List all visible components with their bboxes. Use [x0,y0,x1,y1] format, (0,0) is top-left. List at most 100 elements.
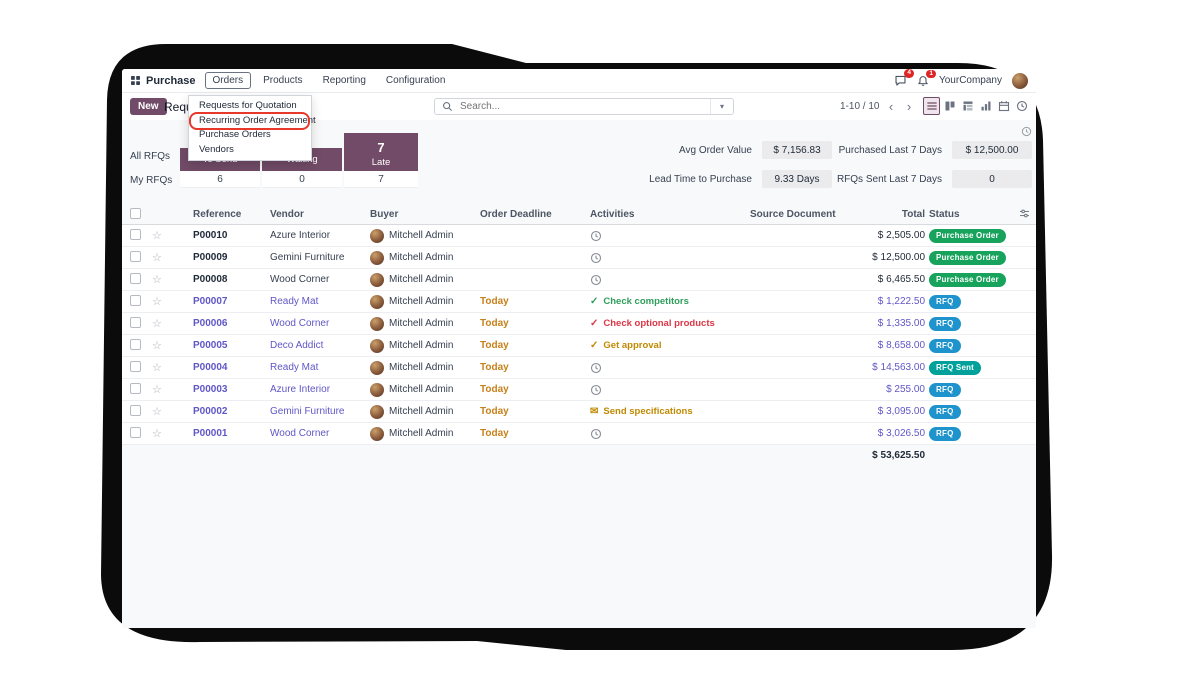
pivot-view-button[interactable] [959,97,976,115]
menu-reporting[interactable]: Reporting [322,75,366,86]
user-avatar[interactable] [1012,72,1028,89]
table-row[interactable]: ☆ P00010 Azure Interior Mitchell Admin $… [122,225,1036,247]
status-cell: Purchase Order [925,228,1028,243]
pager-previous-button[interactable]: ‹ [883,97,899,115]
star-icon[interactable]: ☆ [152,274,162,286]
optional-columns-icon[interactable] [1019,208,1030,219]
star-icon[interactable]: ☆ [152,406,162,418]
clock-activity-icon[interactable] [590,230,602,242]
clock-activity-icon[interactable] [590,384,602,396]
header-buyer[interactable]: Buyer [370,209,399,220]
table-row[interactable]: ☆ P00002 Gemini Furniture Mitchell Admin… [122,401,1036,423]
clock-activity-icon[interactable] [590,362,602,374]
late-tile[interactable]: 7 Late [344,133,418,171]
search-input[interactable] [458,100,710,113]
header-vendor[interactable]: Vendor [270,209,304,220]
company-switcher[interactable]: YourCompany [938,75,1002,86]
row-checkbox[interactable] [130,250,141,262]
status-badge: Purchase Order [929,228,1006,243]
menu-products[interactable]: Products [263,75,303,86]
star-icon[interactable]: ☆ [152,340,162,352]
activity-cell[interactable] [590,252,750,264]
search-bar[interactable]: ▾ [434,98,734,115]
star-icon[interactable]: ☆ [152,384,162,396]
table-row[interactable]: ☆ P00008 Wood Corner Mitchell Admin $ 6,… [122,269,1036,291]
activity-cell[interactable] [590,428,750,440]
my-to-send-count[interactable]: 6 [180,171,260,188]
activity-cell[interactable] [590,274,750,286]
clock-icon[interactable] [1021,126,1032,137]
mail-activity-icon[interactable]: ✉ [590,406,599,417]
menu-configuration[interactable]: Configuration [385,75,446,86]
clock-activity-icon[interactable] [590,252,602,264]
activity-cell[interactable]: ✓ Check competitors [590,296,750,307]
select-all-checkbox[interactable] [130,207,141,219]
my-waiting-count[interactable]: 0 [262,171,342,188]
activity-cell[interactable]: ✓ Get approval [590,340,750,351]
table-row[interactable]: ☆ P00007 Ready Mat Mitchell Admin Today … [122,291,1036,313]
activity-view-button[interactable] [1013,97,1030,115]
activity-cell[interactable] [590,230,750,242]
buyer-cell: Mitchell Admin [370,316,480,331]
table-row[interactable]: ☆ P00004 Ready Mat Mitchell Admin Today … [122,357,1036,379]
header-order-deadline[interactable]: Order Deadline [480,209,552,220]
top-navbar: Purchase Orders Products Reporting Configur… [122,69,1036,93]
table-row[interactable]: ☆ P00005 Deco Addict Mitchell Admin Toda… [122,335,1036,357]
table-row[interactable]: ☆ P00003 Azure Interior Mitchell Admin T… [122,379,1036,401]
star-icon[interactable]: ☆ [152,318,162,330]
row-checkbox[interactable] [130,426,141,438]
new-button[interactable]: New [130,98,167,115]
my-late-count[interactable]: 7 [344,171,418,188]
my-rfqs-label[interactable]: My RFQs [130,175,173,186]
row-checkbox[interactable] [130,360,141,372]
menu-orders[interactable]: Orders [204,72,252,89]
list-view-button[interactable] [923,97,940,115]
header-reference[interactable]: Reference [193,209,242,220]
pager-next-button[interactable]: › [901,97,917,115]
row-checkbox[interactable] [130,404,141,416]
check-activity-icon[interactable]: ✓ [590,318,599,329]
menu-item-purchase-orders[interactable]: Purchase Orders [199,129,271,140]
activity-cell[interactable] [590,362,750,374]
apps-grid-icon[interactable] [130,75,141,86]
header-total[interactable]: Total [901,209,925,220]
clock-activity-icon[interactable] [590,274,602,286]
status-cell: RFQ [925,426,1028,441]
header-status[interactable]: Status [929,209,960,220]
star-icon[interactable]: ☆ [152,252,162,264]
menu-item-vendors[interactable]: Vendors [199,143,234,155]
clock-activity-icon[interactable] [590,428,602,440]
header-source-document[interactable]: Source Document [750,209,836,220]
table-row[interactable]: ☆ P00009 Gemini Furniture Mitchell Admin… [122,247,1036,269]
star-icon[interactable]: ☆ [152,296,162,308]
row-checkbox[interactable] [130,272,141,284]
app-name[interactable]: Purchase [146,74,196,87]
star-icon[interactable]: ☆ [152,428,162,440]
header-activities[interactable]: Activities [590,209,635,220]
activity-cell[interactable]: ✓ Check optional products [590,318,750,329]
row-checkbox[interactable] [130,338,141,350]
row-checkbox[interactable] [130,228,141,240]
deadline-cell: Today [480,362,509,373]
row-checkbox[interactable] [130,294,141,306]
vendor-cell: Gemini Furniture [270,406,345,417]
check-activity-icon[interactable]: ✓ [590,296,599,307]
activity-cell[interactable]: ✉ Send specifications [590,406,750,417]
activity-cell[interactable] [590,384,750,396]
graph-view-button[interactable] [977,97,994,115]
calendar-view-button[interactable] [995,97,1012,115]
all-rfqs-label[interactable]: All RFQs [130,151,170,162]
search-caret-icon[interactable]: ▾ [710,99,733,114]
table-row[interactable]: ☆ P00006 Wood Corner Mitchell Admin Toda… [122,313,1036,335]
row-checkbox[interactable] [130,382,141,394]
star-icon[interactable]: ☆ [152,362,162,374]
check-activity-icon[interactable]: ✓ [590,340,599,351]
row-checkbox[interactable] [130,316,141,328]
activities-bell-icon[interactable]: 1 [917,69,936,87]
menu-item-requests-for-quotation[interactable]: Requests for Quotation [199,100,297,111]
messages-icon[interactable]: 4 [894,69,914,87]
star-icon[interactable]: ☆ [152,230,162,242]
kanban-view-button[interactable] [941,97,958,115]
table-row[interactable]: ☆ P00001 Wood Corner Mitchell Admin Toda… [122,423,1036,445]
menu-item-recurring-order-agreement[interactable]: Recurring Order Agreement [189,112,316,129]
